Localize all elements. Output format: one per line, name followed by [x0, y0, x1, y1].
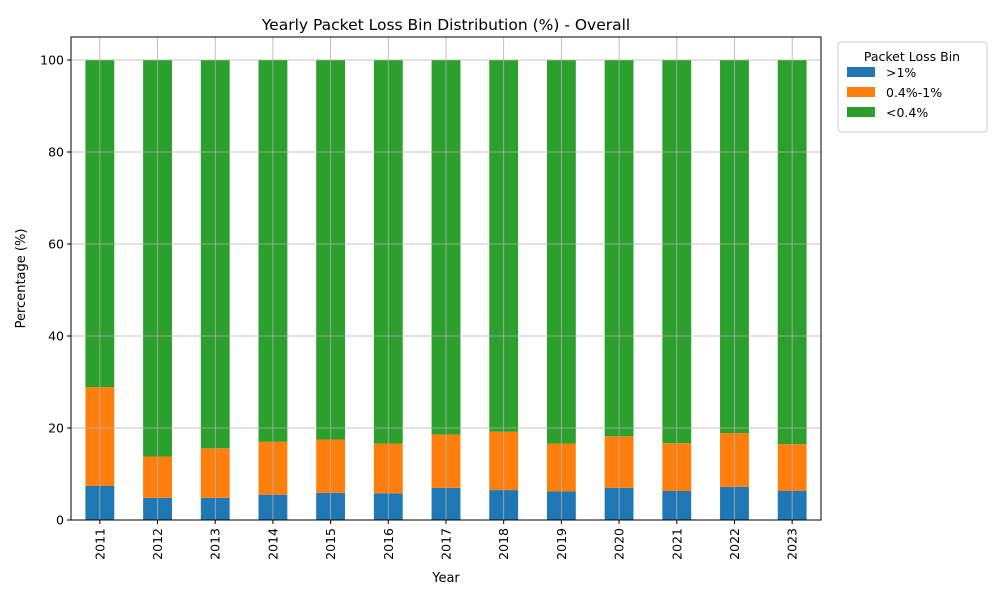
- y-axis: 0 20 40 60 80 100: [40, 53, 71, 528]
- x-tick-label: 2013: [208, 528, 223, 560]
- legend-swatch-1: [847, 87, 875, 97]
- x-tick-label: 2016: [381, 528, 396, 560]
- x-tick-label: 2018: [496, 528, 511, 560]
- legend-label-0: >1%: [886, 65, 916, 80]
- legend-items: >1% 0.4%-1% <0.4%: [847, 65, 942, 120]
- x-axis: 2011 2012 2013 2014 2015 2016 2017 2018 2019 2020…: [92, 520, 800, 560]
- y-tick-label: 20: [48, 421, 64, 436]
- y-axis-label: Percentage (%): [14, 229, 29, 329]
- y-tick-label: 40: [48, 329, 64, 344]
- x-tick-label: 2012: [150, 528, 165, 560]
- x-tick-label: 2023: [785, 528, 800, 560]
- x-tick-label: 2015: [323, 528, 338, 560]
- legend-title: Packet Loss Bin: [864, 49, 960, 64]
- y-tick-label: 0: [56, 513, 64, 528]
- legend-swatch-0: [847, 67, 875, 77]
- legend: Packet Loss Bin >1% 0.4%-1% <0.4%: [837, 41, 988, 133]
- x-tick-label: 2020: [612, 528, 627, 560]
- x-tick-label: 2017: [439, 528, 454, 560]
- y-tick-label: 80: [48, 145, 64, 160]
- legend-label-1: 0.4%-1%: [886, 85, 942, 100]
- x-tick-label: 2019: [554, 528, 569, 560]
- grid-lines: [71, 37, 821, 521]
- x-tick-label: 2022: [727, 528, 742, 560]
- x-tick-label: 2011: [92, 528, 107, 560]
- x-tick-label: 2021: [669, 528, 684, 560]
- x-axis-label: Year: [431, 571, 460, 586]
- y-tick-label: 100: [40, 53, 64, 68]
- x-tick-label: 2014: [265, 528, 280, 560]
- legend-swatch-2: [847, 107, 875, 117]
- y-tick-label: 60: [48, 237, 64, 252]
- legend-label-2: <0.4%: [886, 105, 928, 120]
- legend-frame: [837, 41, 988, 133]
- chart-title: Yearly Packet Loss Bin Distribution (%) …: [261, 16, 631, 34]
